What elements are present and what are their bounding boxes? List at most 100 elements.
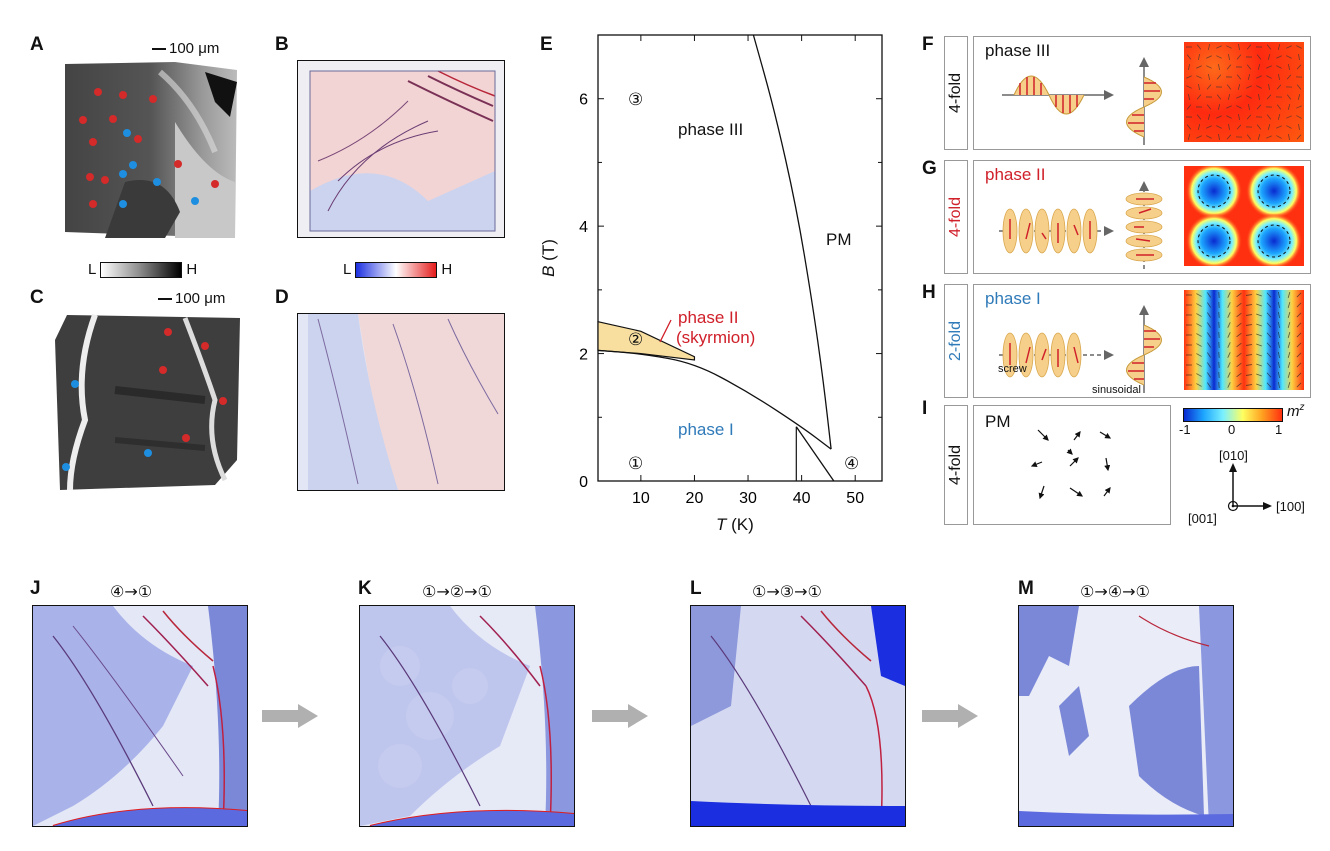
spin-arrow [1296,372,1302,378]
spin-arrow [1226,45,1232,49]
red-dot [182,434,190,442]
spin-arrow [1226,64,1232,70]
spin-arrow [1217,63,1221,71]
spin-arrow [1246,134,1252,140]
spin-arrow [1236,105,1242,109]
sequence-l: ①→③→① [752,582,822,601]
spin-arrow [1266,362,1272,368]
spin-arrow [1245,384,1253,386]
pm-random-spins [1030,429,1112,500]
spin-arrow [1227,322,1231,328]
spin-arrow [1296,292,1302,298]
fold-label-g: 4-fold [944,160,968,274]
spin-arrow [1206,84,1212,90]
phase2-region [597,320,696,361]
spin-arrow [1277,43,1281,51]
red-dot [109,115,117,123]
phase2-label: phase II [678,308,739,327]
blue-dot [119,170,127,178]
spin-arrow [1227,372,1231,378]
spin-arrow [1287,292,1291,298]
spin-arrow [1256,333,1262,337]
spin-arrow [1216,125,1222,129]
spin-arrow [1268,83,1270,91]
sinusoidal-label: sinusoidal [1092,384,1141,396]
spin-arrow [1218,133,1220,141]
right-arrow-2 [592,704,648,728]
spin-arrow [1206,135,1212,139]
spin-arrow [1256,343,1262,347]
red-dot [89,200,97,208]
spin-arrow [1216,55,1222,59]
mz-tick-max: 1 [1275,422,1283,437]
spin-arrow [1276,125,1282,129]
spin-arrow [1245,324,1253,326]
spin-arrow [1216,74,1222,80]
spin-arrow [1236,54,1242,60]
sequence-m: ①→④→① [1080,582,1150,601]
spin-arrow [1245,294,1253,296]
spin-arrow [1196,313,1202,317]
spin-arrow [1276,65,1282,69]
spin-arrow [1245,374,1253,376]
panel-label-c: C [30,287,44,308]
spin-arrow [1296,105,1302,109]
plot-frame [597,34,883,482]
spin-arrow [1256,104,1262,110]
spin-arrow [1236,124,1242,130]
spin-arrow [1296,134,1302,140]
marker-2: ② [628,330,644,350]
spin-arrow [1206,104,1212,110]
y-tick-label: 6 [579,92,588,109]
spin-arrow [1286,125,1292,129]
spin-arrow [1286,55,1292,59]
spin-arrow [1277,311,1281,319]
spin-arrow [1206,65,1212,69]
panel-label-l: L [690,578,702,599]
spin-arrow [1196,114,1202,120]
spin-arrow [1217,103,1221,111]
spin-arrow [1196,323,1202,327]
spin-arrow [1186,54,1192,60]
spin-arrow [1197,53,1201,61]
spin-arrow [1276,84,1282,90]
phase1-label: phase I [678,420,734,439]
mz-colorbar: mz -1 0 1 [1179,402,1313,444]
bwr-map-k [359,605,575,827]
phase2-spin-diagram [999,181,1163,269]
axis-100: [100] [1276,499,1305,514]
red-dot [149,95,157,103]
spin-arrow [1187,133,1191,141]
spin-arrow [1246,64,1252,70]
spin-arrow [1298,53,1300,61]
spin-arrow [1266,135,1272,139]
x-tick-label: 20 [686,490,704,507]
phase1-pm-boundary [795,426,835,482]
panel-label-i: I [922,398,928,419]
panel-label-d: D [275,287,289,308]
spin-arrow [1245,334,1253,336]
spin-arrow [1226,134,1232,140]
spin-arrow [1227,93,1231,101]
spin-arrow [1226,105,1232,109]
panel-label-k: K [358,578,372,599]
spin-arrow [1266,65,1272,69]
phase-label-g: phase II [985,165,1046,184]
spin-arrow [1207,302,1211,308]
spin-arrow [1296,312,1302,318]
spin-arrow [1296,115,1302,119]
spin-arrow [1207,342,1211,348]
spin-arrow [1256,54,1262,60]
phase3-texture-map [1184,42,1304,142]
measurement-points-a [79,88,219,208]
spin-arrow [1266,94,1272,100]
spin-arrow [1266,382,1272,388]
spin-arrow [1207,113,1211,121]
spin-arrow [1287,312,1291,318]
spin-arrow [1186,124,1192,130]
red-dot [219,397,227,405]
spin-arrow [1267,53,1271,61]
spin-arrow [1266,312,1272,318]
spin-arrow [1248,103,1250,111]
red-dot [101,176,109,184]
